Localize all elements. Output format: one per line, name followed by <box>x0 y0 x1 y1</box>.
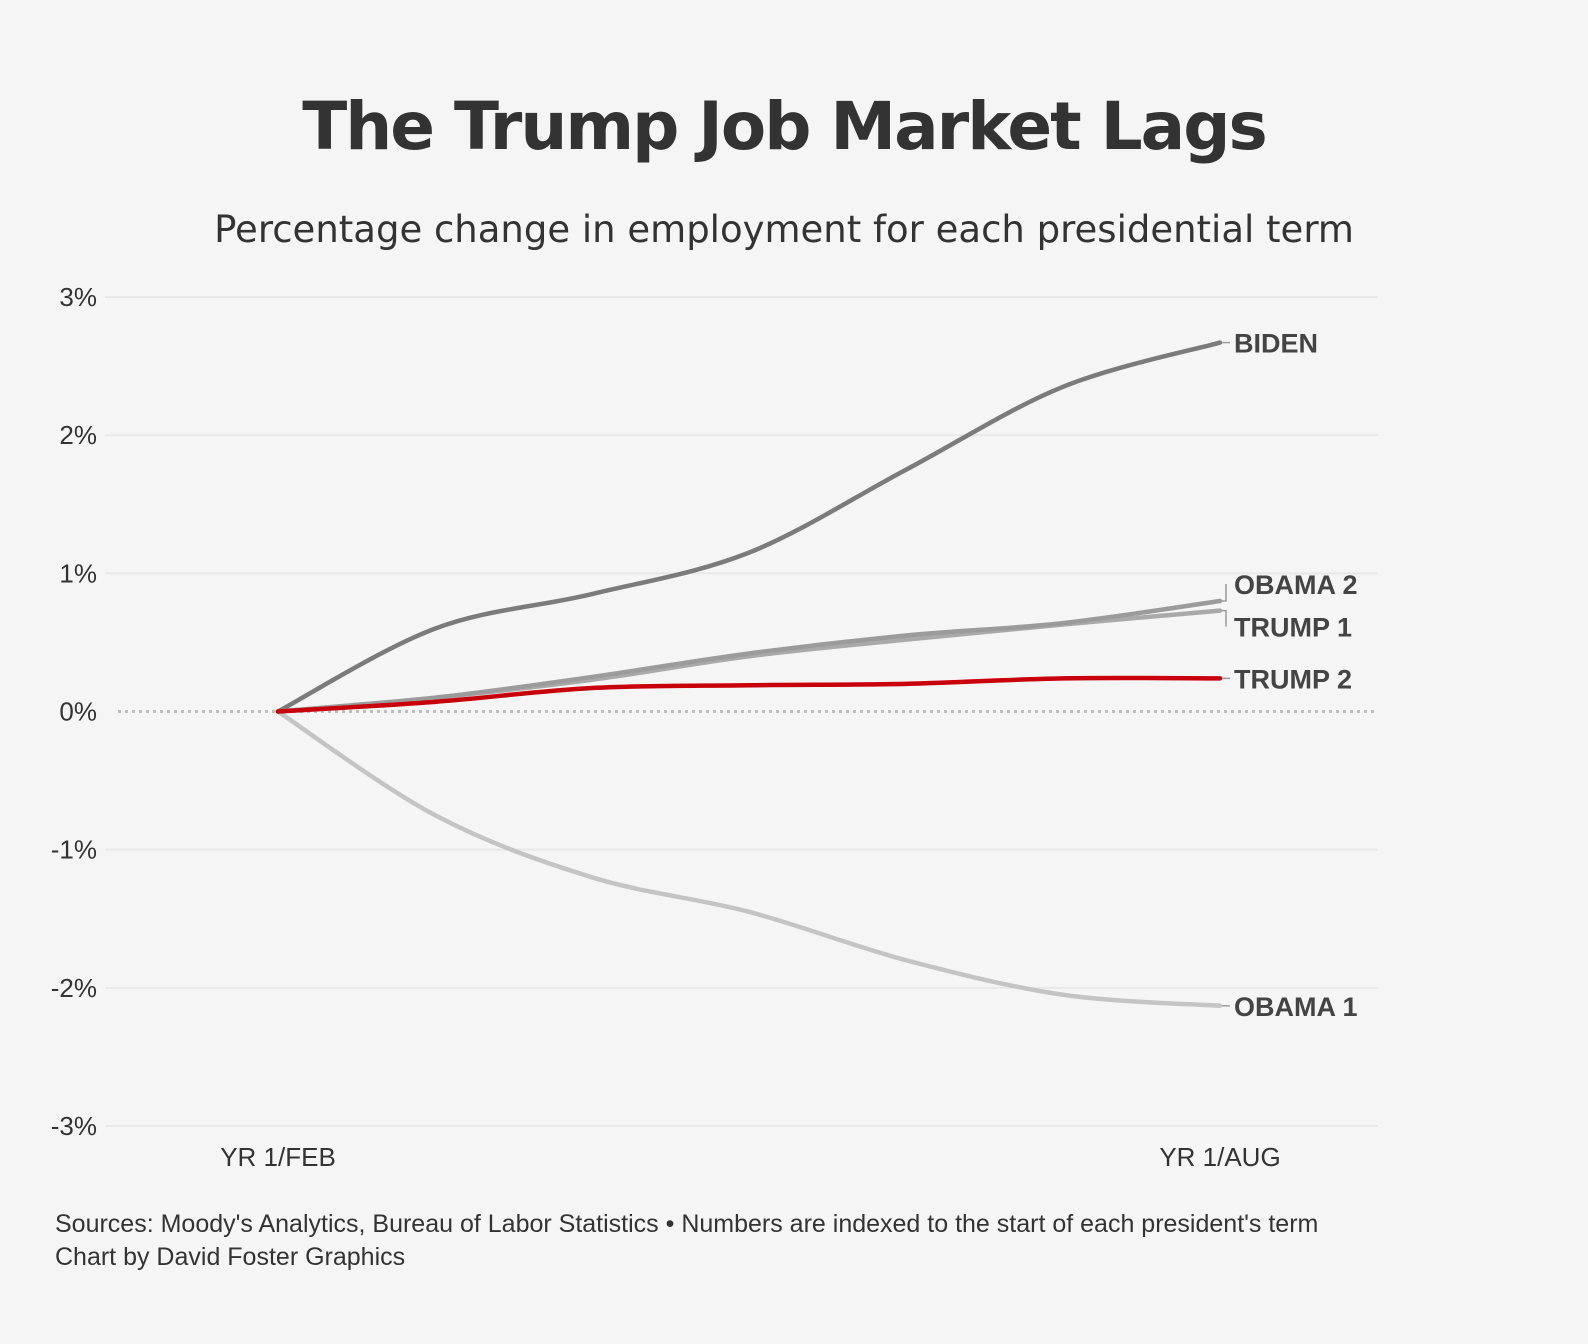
y-tick-label: 1% <box>59 558 97 588</box>
series-lines <box>275 340 1223 1009</box>
y-tick-label: 2% <box>59 420 97 450</box>
series-line-obama-2 <box>275 598 1223 714</box>
series-labels: BIDEN OBAMA 2 TRUMP 1 TRUMP 2 OBAMA 1 <box>1222 329 1358 1022</box>
series-label-obama-1: OBAMA 1 <box>1234 992 1358 1022</box>
series-label-trump-1: TRUMP 1 <box>1234 613 1352 643</box>
series-line-biden <box>275 340 1223 714</box>
y-axis-labels: 3% 2% 1% 0% -1% -2% -3% <box>51 282 97 1141</box>
y-tick-label: -1% <box>51 835 97 865</box>
series-line-obama-1 <box>275 709 1223 1009</box>
gridlines <box>105 296 1378 1127</box>
chart-footer: Sources: Moody's Analytics, Bureau of La… <box>55 1208 1318 1274</box>
x-axis-labels: YR 1/FEB YR 1/AUG <box>220 1142 1280 1172</box>
chart-subtitle: Percentage change in employment for each… <box>214 208 1354 251</box>
y-tick-label: 0% <box>59 697 97 727</box>
y-tick-label: -2% <box>51 973 97 1003</box>
label-connector <box>1222 583 1227 602</box>
y-tick-label: 3% <box>59 282 97 312</box>
series-line-trump-2 <box>275 675 1223 714</box>
series-line-trump-1 <box>275 608 1223 714</box>
series-label-obama-2: OBAMA 2 <box>1234 570 1358 600</box>
series-label-biden: BIDEN <box>1234 329 1318 359</box>
y-tick-label: -3% <box>51 1111 97 1141</box>
chart-title: The Trump Job Market Lags <box>302 88 1267 165</box>
x-tick-label: YR 1/AUG <box>1159 1142 1280 1172</box>
series-label-trump-2: TRUMP 2 <box>1234 664 1352 694</box>
label-connector <box>1222 609 1227 627</box>
credit-note: Chart by David Foster Graphics <box>55 1243 406 1271</box>
x-tick-label: YR 1/FEB <box>220 1142 336 1172</box>
sources-note: Sources: Moody's Analytics, Bureau of La… <box>55 1210 1319 1238</box>
